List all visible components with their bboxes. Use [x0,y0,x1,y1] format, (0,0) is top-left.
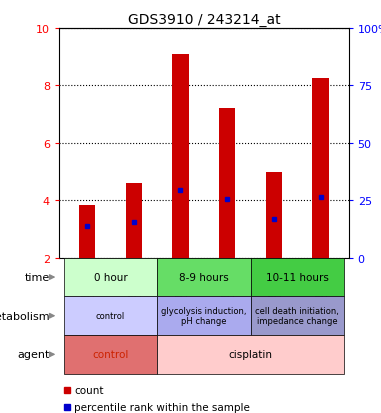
Bar [157,297,251,335]
Bar [126,184,142,258]
Bar [312,79,329,258]
Text: control: control [92,349,129,359]
Bar [251,297,344,335]
Text: 8-9 hours: 8-9 hours [179,273,229,282]
Text: cisplatin: cisplatin [229,349,272,359]
Bar [172,55,189,258]
Text: 10-11 hours: 10-11 hours [266,273,329,282]
Title: GDS3910 / 243214_at: GDS3910 / 243214_at [128,12,280,26]
Bar [251,258,344,297]
Text: agent: agent [17,349,50,359]
Text: glycolysis induction,
pH change: glycolysis induction, pH change [161,306,247,325]
Bar [219,109,235,258]
Bar [266,172,282,258]
Bar [79,205,95,258]
Text: percentile rank within the sample: percentile rank within the sample [74,402,250,412]
Text: control: control [96,311,125,320]
Text: metabolism: metabolism [0,311,50,321]
Text: time: time [24,273,50,282]
Bar [157,335,344,374]
Text: 0 hour: 0 hour [94,273,127,282]
Bar [64,297,157,335]
Text: cell death initiation,
impedance change: cell death initiation, impedance change [255,306,339,325]
Text: count: count [74,385,104,395]
Bar [64,335,157,374]
Bar [157,258,251,297]
Bar [64,258,157,297]
